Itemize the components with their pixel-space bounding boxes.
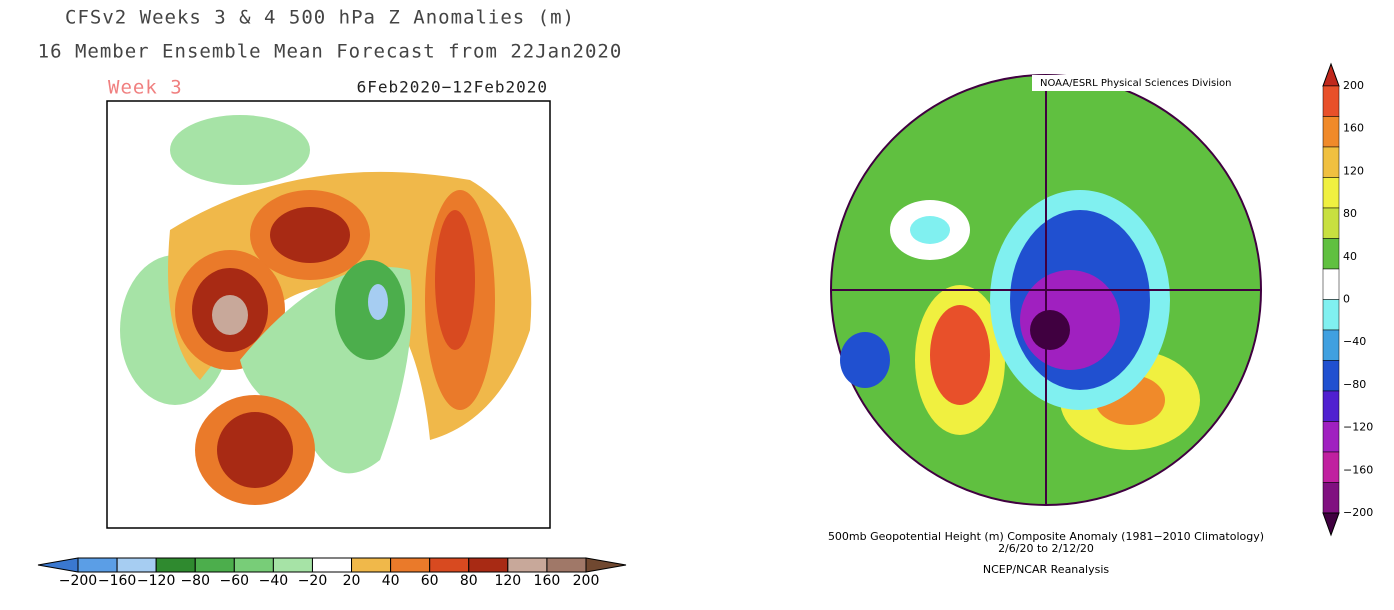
colorbar-label: 40 [382,573,400,589]
colorbar-arrow [37,557,79,573]
colorbar-label: −80 [1343,378,1366,391]
right-map [830,74,1262,506]
colorbar-label: −200 [1343,506,1373,519]
title-line: CFSv2 Weeks 3 & 4 500 hPa Z Anomalies (m… [65,7,575,29]
right-colorbar: 200 160 120 80 40 0 −40 −80 −120 −160 −200 [1322,62,1373,537]
colorbar-label: −160 [98,573,136,589]
colorbar-label: −80 [180,573,210,589]
colorbar-box [311,557,353,573]
colorbar-label: −60 [220,573,250,589]
colorbar-arrow [1322,512,1340,537]
colorbar-box [1322,360,1340,392]
colorbar-box [390,557,431,573]
colorbar-box [1322,329,1340,361]
colorbar-box [1322,299,1340,331]
colorbar-box [1322,390,1340,422]
colorbar-box [1322,177,1340,209]
caption-line: 2/6/20 to 2/12/20 [998,542,1094,555]
colorbar-box [1322,451,1340,483]
colorbar-box [507,557,548,573]
colorbar-arrow [1322,62,1340,87]
colorbar-box [1322,268,1340,300]
credit: NOAA/ESRL Physical Sciences Division [1040,78,1232,89]
colorbar-label: −200 [59,573,97,589]
colorbar-label: 120 [1343,164,1364,177]
colorbar-box [1322,146,1340,178]
colorbar-box [1322,207,1340,239]
colorbar-box [194,557,235,573]
colorbar-box [468,557,509,573]
colorbar-label: 200 [1343,79,1364,92]
left-colorbar: −200 −160 −120 −80 −60 −40 −20 20 40 60 80 120 160 20… [37,557,627,589]
colorbar-label: −160 [1343,463,1373,476]
title-line: 16 Member Ensemble Mean Forecast from 22… [38,41,623,63]
caption-line: NCEP/NCAR Reanalysis [983,563,1109,576]
colorbar-label: −40 [259,573,289,589]
date-range: 6Feb2020−12Feb2020 [357,78,548,97]
colorbar-box [546,557,587,573]
caption-line: 500mb Geopotential Height (m) Composite … [828,530,1264,543]
colorbar-label: 0 [1343,293,1350,306]
colorbar-label: 80 [1343,207,1357,220]
left-map [106,100,551,529]
colorbar-box [429,557,470,573]
colorbar-label: −20 [298,573,328,589]
colorbar-label: 20 [343,573,361,589]
colorbar-label: 60 [421,573,439,589]
panel-label: Week 3 [108,77,183,99]
colorbar-label: 80 [460,573,478,589]
colorbar-label: −120 [137,573,175,589]
colorbar-arrow [585,557,627,573]
colorbar-box [1322,85,1340,117]
colorbar-label: 160 [534,573,561,589]
colorbar-box [351,557,392,573]
colorbar-box [1322,482,1340,514]
colorbar-label: −40 [1343,335,1366,348]
colorbar-box [155,557,196,573]
colorbar-box [77,557,118,573]
colorbar-label: 160 [1343,122,1364,135]
colorbar-box [1322,116,1340,148]
colorbar-box [272,557,313,573]
colorbar-box [116,557,157,573]
colorbar-label: 120 [494,573,521,589]
colorbar-box [1322,421,1340,453]
colorbar-box [233,557,274,573]
colorbar-label: 40 [1343,250,1357,263]
colorbar-label: −120 [1343,421,1373,434]
colorbar-label: 200 [573,573,600,589]
colorbar-box [1322,238,1340,270]
